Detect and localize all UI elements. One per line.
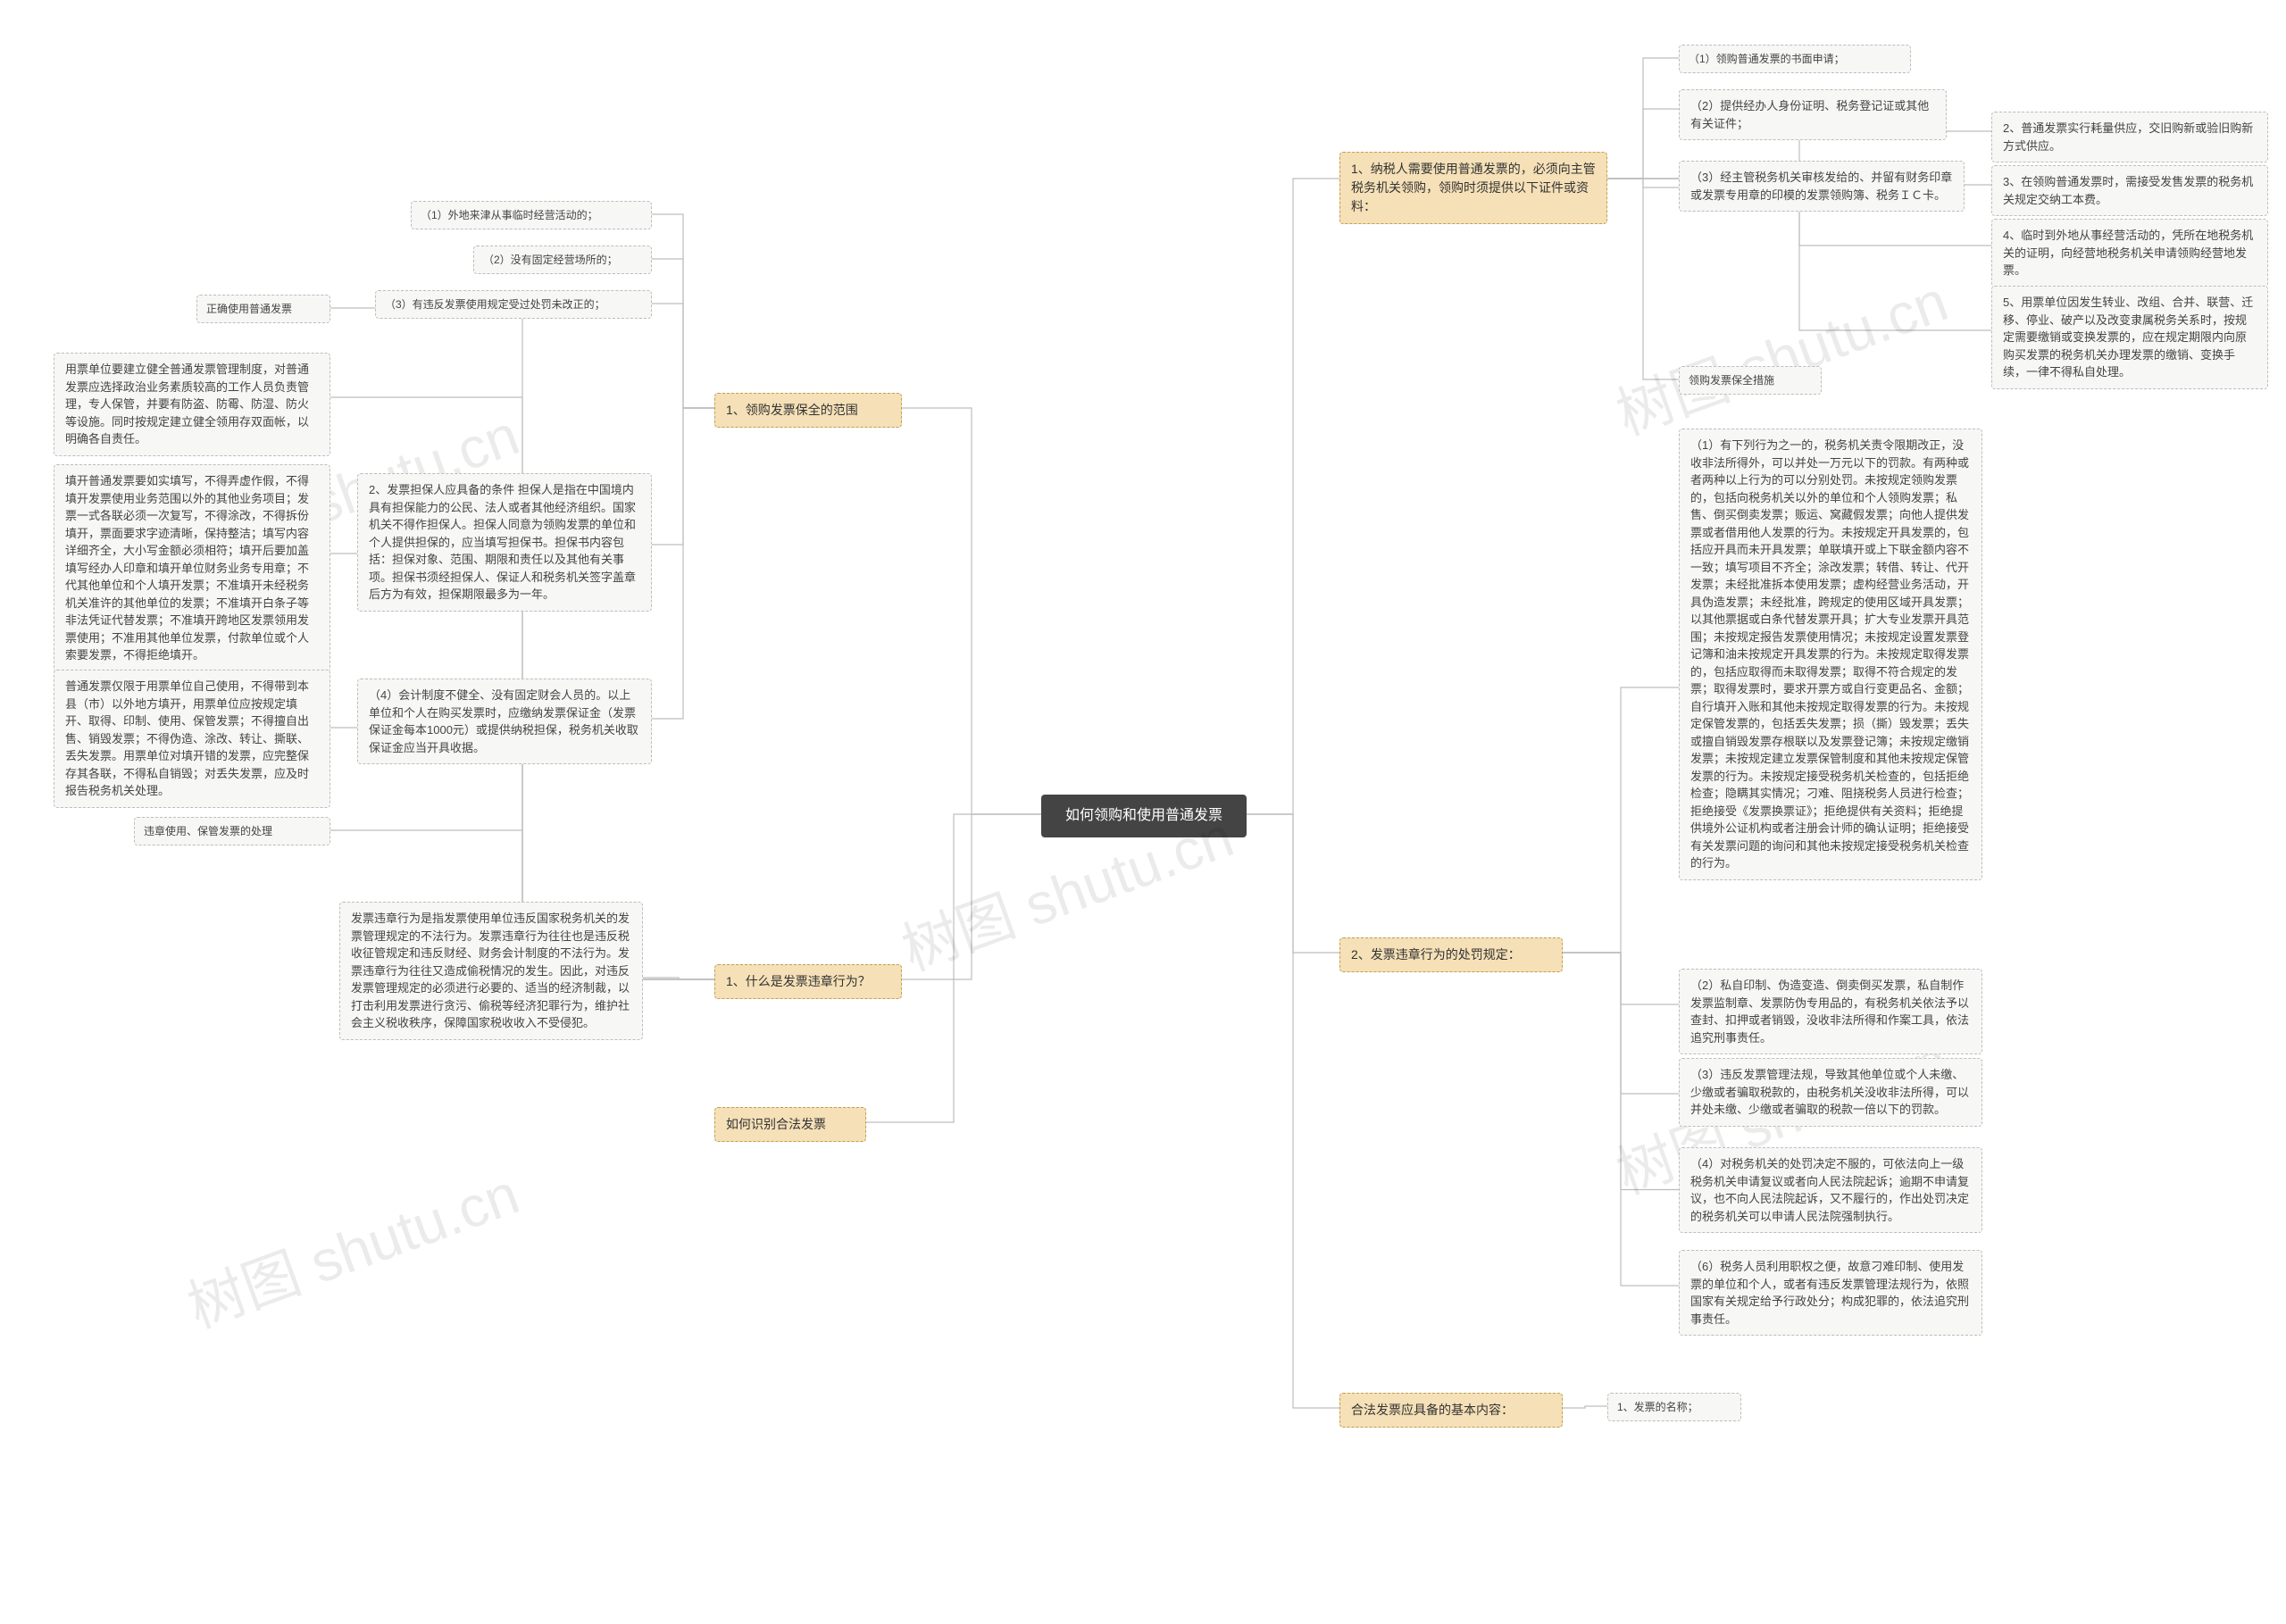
leaf-node: 3、在领购普通发票时，需接受发售发票的税务机关规定交纳工本费。 xyxy=(1991,165,2268,216)
leaf-node: （1）外地来津从事临时经营活动的； xyxy=(411,201,652,229)
branch-node: 1、什么是发票违章行为？ xyxy=(714,964,902,999)
leaf-node: 用票单位要建立健全普通发票管理制度，对普通发票应选择政治业务素质较高的工作人员负… xyxy=(54,353,330,456)
leaf-node: 2、发票担保人应具备的条件 担保人是指在中国境内具有担保能力的公民、法人或者其他… xyxy=(357,473,652,612)
leaf-node: 领购发票保全措施 xyxy=(1679,366,1822,395)
leaf-node: （3）违反发票管理法规，导致其他单位或个人未缴、少缴或者骗取税款的，由税务机关没… xyxy=(1679,1058,1982,1127)
leaf-node: （3）有违反发票使用规定受过处罚未改正的； xyxy=(375,290,652,319)
branch-node: 2、发票违章行为的处罚规定： xyxy=(1339,937,1563,972)
leaf-node: 5、用票单位因发生转业、改组、合并、联营、迁移、停业、破产以及改变隶属税务关系时… xyxy=(1991,286,2268,389)
leaf-node: 4、临时到外地从事经营活动的，凭所在地税务机关的证明，向经营地税务机关申请领购经… xyxy=(1991,219,2268,287)
leaf-node: 违章使用、保管发票的处理 xyxy=(134,817,330,845)
branch-node: 如何识别合法发票 xyxy=(714,1107,866,1142)
leaf-node: 1、发票的名称； xyxy=(1607,1393,1741,1421)
leaf-node: （4）对税务机关的处罚决定不服的，可依法向上一级税务机关申请复议或者向人民法院起… xyxy=(1679,1147,1982,1233)
branch-node: 合法发票应具备的基本内容： xyxy=(1339,1393,1563,1428)
leaf-node: 正确使用普通发票 xyxy=(196,295,330,323)
leaf-node: （6）税务人员利用职权之便，故意刁难印制、使用发票的单位和个人，或者有违反发票管… xyxy=(1679,1250,1982,1336)
leaf-node: （2）提供经办人身份证明、税务登记证或其他有关证件； xyxy=(1679,89,1947,140)
leaf-node: （1）领购普通发票的书面申请； xyxy=(1679,45,1911,73)
leaf-node: 填开普通发票要如实填写，不得弄虚作假，不得填开发票使用业务范围以外的其他业务项目… xyxy=(54,464,330,672)
leaf-node: （3）经主管税务机关审核发给的、并留有财务印章或发票专用章的印模的发票领购簿、税… xyxy=(1679,161,1965,212)
leaf-node: （2）私自印制、伪造变造、倒卖倒买发票，私自制作发票监制章、发票防伪专用品的，有… xyxy=(1679,969,1982,1054)
leaf-node: 2、普通发票实行耗量供应，交旧购新或验旧购新方式供应。 xyxy=(1991,112,2268,162)
branch-node: 1、领购发票保全的范围 xyxy=(714,393,902,428)
watermark: 树图 shutu.cn xyxy=(175,1148,529,1344)
leaf-node: （1）有下列行为之一的，税务机关责令限期改正，没收非法所得外，可以并处一万元以下… xyxy=(1679,429,1982,880)
leaf-node: （4）会计制度不健全、没有固定财会人员的。以上单位和个人在购买发票时，应缴纳发票… xyxy=(357,679,652,764)
leaf-node: 发票违章行为是指发票使用单位违反国家税务机关的发票管理规定的不法行为。发票违章行… xyxy=(339,902,643,1040)
branch-node: 1、纳税人需要使用普通发票的，必须向主管税务机关领购，领购时须提供以下证件或资料… xyxy=(1339,152,1607,224)
watermark: 树图 shutu.cn xyxy=(1604,255,1957,451)
leaf-node: 普通发票仅限于用票单位自己使用，不得带到本县（市）以外地方填开，用票单位应按规定… xyxy=(54,670,330,808)
root-node: 如何领购和使用普通发票 xyxy=(1041,795,1247,837)
leaf-node: （2）没有固定经营场所的； xyxy=(473,246,652,274)
